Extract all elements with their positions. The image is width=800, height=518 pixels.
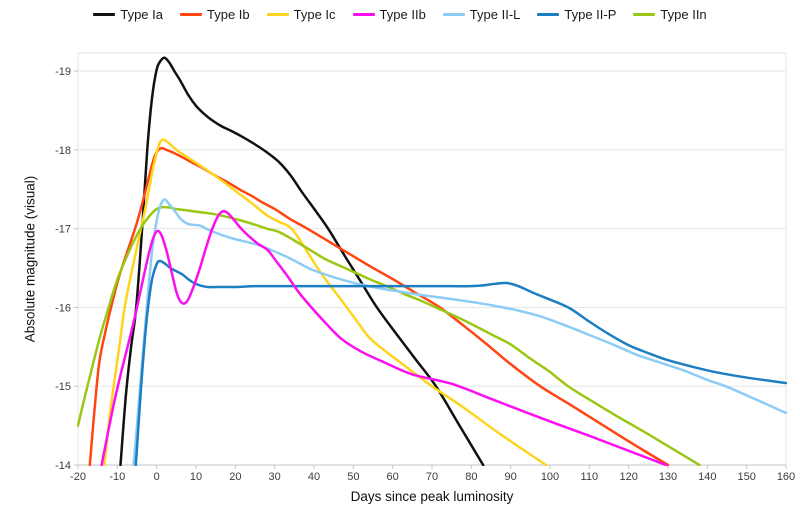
legend-swatch [179,13,202,16]
x-tick-label: 80 [465,471,477,483]
curve-type-ii-l [132,198,787,466]
legend-label: Type Ib [206,7,250,22]
x-tick-label: 20 [229,471,241,483]
x-tick-label: 160 [777,471,795,483]
x-tick-label: 30 [269,471,281,483]
plot-border [77,52,787,466]
x-tick-label: 70 [426,471,438,483]
legend-item-type-ii-p: Type II-P [537,7,616,22]
curve-type-ia [119,56,485,466]
x-tick-label: -20 [70,471,86,483]
legend-swatch [352,13,375,16]
legend-item-type-ic: Type Ic [266,7,336,22]
y-tick-label: -14 [55,460,71,472]
chart-legend: Type Ia Type Ib Type Ic Type IIb Type II-L Ty… [0,7,800,22]
x-tick-label: 0 [154,471,160,483]
legend-item-type-ib: Type Ib [179,7,250,22]
legend-label: Type IIn [660,7,707,22]
x-tick-label: -10 [109,471,125,483]
x-tick-label: 150 [737,471,755,483]
x-tick-label: 10 [190,471,202,483]
curve-type-ib [88,146,670,466]
x-axis-title: Days since peak luminosity [350,489,514,504]
x-tick-label: 120 [619,471,637,483]
curve-type-iib [100,209,668,466]
legend-label: Type II-P [564,7,617,22]
curve-type-ii-p [134,259,787,466]
legend-swatch [537,13,560,16]
x-tick-label: 100 [541,471,559,483]
x-tick-label: 110 [581,471,599,483]
y-tick-label: -17 [55,224,71,236]
legend-item-type-ia: Type Ia [93,7,163,22]
legend-label: Type IIb [379,7,426,22]
legend-item-type-ii-l: Type II-L [442,7,521,22]
y-axis-title: Absolute magnitude (visual) [22,175,38,343]
x-tick-label: 130 [659,471,677,483]
y-tick-label: -19 [55,66,71,78]
x-tick-label: 40 [308,471,320,483]
curve-type-iin [77,205,701,466]
x-tick-label: 50 [347,471,359,483]
legend-swatch [633,13,656,16]
legend-item-type-iib: Type IIb [352,7,426,22]
legend-swatch [442,13,465,16]
y-tick-label: -18 [55,145,71,157]
y-tick-label: -15 [55,381,71,393]
y-tick-label: -16 [55,302,71,314]
curve-type-ic [103,138,548,466]
legend-label: Type Ia [120,7,163,22]
x-tick-label: 140 [698,471,716,483]
legend-swatch [93,13,116,16]
x-tick-label: 60 [387,471,399,483]
legend-label: Type Ic [293,7,336,22]
legend-label: Type II-L [469,7,521,22]
x-tick-label: 90 [505,471,517,483]
legend-item-type-iin: Type IIn [633,7,707,22]
legend-swatch [266,13,289,16]
